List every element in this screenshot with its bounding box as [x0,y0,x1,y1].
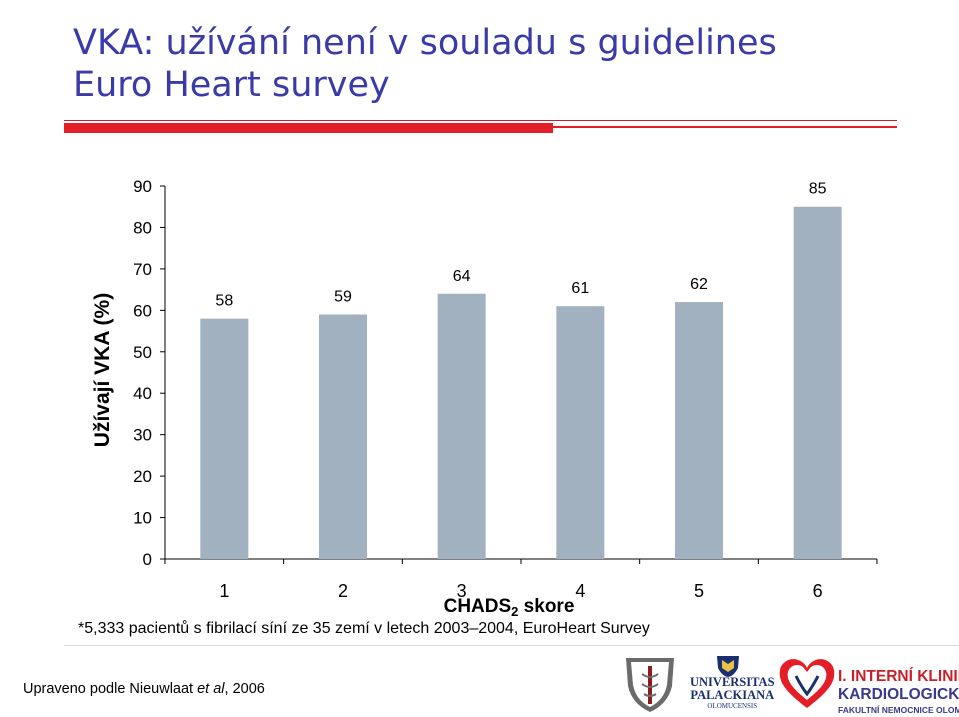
y-tick-label: 50 [133,343,152,362]
y-tick-label: 0 [143,550,152,569]
x-axis-label: CHADS2 skore [444,596,575,619]
data-label: 61 [571,280,589,297]
title-accent-line [553,126,897,128]
bar [793,206,842,559]
title-divider [64,120,897,121]
bar [556,306,605,559]
x-axis-label-main: CHADS [443,596,512,617]
bar [437,293,486,559]
x-tick-label: 5 [694,581,704,601]
clinic-heart-logo [779,659,835,708]
data-label: 62 [690,276,708,293]
data-label: 64 [453,268,471,285]
slide-title-line2: Euro Heart survey [73,65,390,105]
bar [200,318,249,559]
data-label: 85 [809,181,827,198]
y-axis-label: Užívají VKA (%) [91,292,114,448]
university-crest-logo [717,656,739,677]
university-line1: UNIVERSITAS [690,675,775,689]
x-tick-label: 6 [813,581,823,601]
y-tick-label: 20 [133,467,152,486]
faculty-shield-logo [626,658,674,712]
y-tick-label: 60 [133,301,152,320]
x-tick-label: 2 [338,581,348,601]
source-citation: Upraveno podle Nieuwlaat et al, 2006 [23,681,265,697]
bar [319,314,367,559]
y-tick-label: 80 [133,218,152,237]
chart-axes: 0 10 20 30 40 50 60 70 80 90 [133,177,878,569]
x-tick-label: 3 [457,581,467,601]
x-axis-label-tail: skore [518,596,575,617]
x-tick-label: 4 [575,581,585,601]
university-line3: OLOMUCENSIS [707,702,758,710]
chart-labels: 58 1 59 2 64 3 61 4 62 5 85 6 [215,181,826,601]
y-tick-label: 70 [133,260,152,279]
y-tick-label: 90 [133,177,152,196]
y-tick-label: 40 [133,384,152,403]
clinic-line3: FAKULTNÍ NEMOCNICE OLOMOUC [838,705,959,715]
source-italic: et al [197,681,225,697]
source-prefix: Upraveno podle Nieuwlaat [23,681,198,697]
bar [675,302,723,559]
slide-title: VKA: užívání není v souladu s guidelines… [73,22,933,106]
y-tick-label: 10 [133,509,152,528]
footer-divider [64,645,959,646]
chart-bars [200,206,842,559]
y-tick-label: 30 [133,426,152,445]
title-accent-bar [64,123,553,133]
clinic-line2: KARDIOLOGICKÁ [838,686,959,703]
university-name: UNIVERSITAS PALACKIANA OLOMUCENSIS [690,676,775,711]
footnote: *5,333 pacientů s fibrilací síní ze 35 z… [78,620,650,637]
data-label: 59 [334,288,352,305]
university-line2: PALACKIANA [690,688,775,702]
data-label: 58 [215,293,233,310]
x-axis-label-subscript: 2 [511,604,519,619]
x-tick-label: 1 [219,581,229,601]
slide-title-line1: VKA: užívání není v souladu s guidelines [73,23,777,63]
source-suffix: , 2006 [224,681,265,697]
